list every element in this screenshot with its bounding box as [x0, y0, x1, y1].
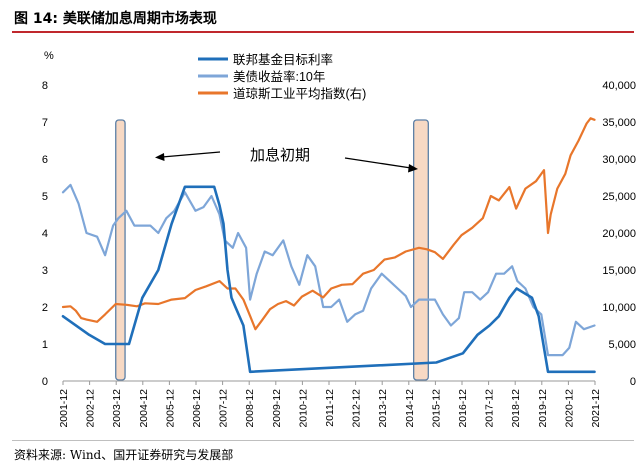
x-tick-label: 2015-12: [430, 389, 442, 428]
footer-divider: [12, 440, 634, 441]
dow-jones-line: [61, 117, 596, 331]
x-tick-label: 2008-12: [244, 389, 256, 428]
left-tick-label: 6: [42, 154, 48, 166]
right-tick-label: 0: [630, 376, 636, 388]
right-tick-label: 30,000: [602, 154, 636, 166]
x-tick-label: 2019-12: [537, 389, 549, 428]
left-tick-label: 7: [42, 117, 48, 129]
x-axis: 2001-12 2002-12 2003-12 2004-12 2005-12 2006-…: [58, 380, 602, 428]
left-tick-label: 3: [42, 265, 48, 277]
x-tick-label: 2012-12: [351, 389, 363, 428]
title-divider: [12, 31, 634, 33]
x-tick-label: 2005-12: [164, 389, 176, 428]
left-tick-label: 8: [42, 80, 48, 92]
right-tick-label: 35,000: [602, 117, 636, 129]
annotation-arrow-left: [161, 151, 221, 158]
x-tick-label: 2001-12: [58, 389, 70, 428]
right-tick-label: 15,000: [602, 265, 636, 277]
left-tick-label: 5: [42, 191, 48, 203]
right-tick-label: 5,000: [608, 339, 636, 351]
left-tick-label: 0: [42, 376, 48, 388]
x-tick-label: 2002-12: [85, 389, 97, 428]
right-axis: 0 5,000 10,000 15,000 20,000 25,000 30,000 35,0…: [602, 80, 636, 388]
annotation-arrow-right: [344, 157, 412, 169]
annotation-arrowhead-right: [408, 164, 418, 173]
treasury-10y-line: [61, 183, 596, 357]
fed-funds-rate-line: [61, 185, 596, 374]
x-tick-label: 2018-12: [510, 389, 522, 428]
left-tick-label: 1: [42, 339, 48, 351]
figure-title: 图 14: 美联储加息周期市场表现: [14, 11, 217, 27]
series-lines: [61, 117, 596, 374]
highlight-bands: [115, 119, 429, 381]
left-tick-label: 4: [42, 228, 48, 240]
right-tick-label: 40,000: [602, 80, 636, 92]
x-tick-label: 2013-12: [377, 389, 389, 428]
x-tick-label: 2020-12: [563, 389, 575, 428]
right-tick-label: 20,000: [602, 228, 636, 240]
x-tick-label: 2016-12: [457, 389, 469, 428]
x-tick-label: 2021-12: [590, 389, 602, 428]
left-axis: % 0 1 2 3 4 5 6 7 8: [42, 50, 54, 388]
annotation-arrowhead-left: [155, 153, 165, 161]
x-tick-label: 2003-12: [111, 389, 123, 428]
left-tick-label: 2: [42, 302, 48, 314]
x-tick-label: 2009-12: [271, 389, 283, 428]
legend-label-1: 联邦基金目标利率: [233, 52, 333, 67]
legend-label-2: 美债收益率:10年: [233, 69, 325, 84]
highlight-band-1: [115, 119, 126, 381]
x-tick-label: 2006-12: [191, 389, 203, 428]
annotation: 加息初期: [155, 147, 418, 173]
right-tick-label: 25,000: [602, 191, 636, 203]
x-tick-label: 2010-12: [297, 389, 309, 428]
left-axis-label: %: [44, 50, 54, 62]
x-tick-label: 2011-12: [324, 389, 336, 427]
legend-label-3: 道琼斯工业平均指数(右): [233, 86, 366, 101]
x-tick-label: 2007-12: [218, 389, 230, 428]
x-tick-label: 2004-12: [138, 389, 150, 428]
right-tick-label: 10,000: [602, 302, 636, 314]
source-note: 资料来源: Wind、国开证券研究与发展部: [14, 448, 234, 462]
x-tick-label: 2017-12: [484, 389, 496, 428]
annotation-label: 加息初期: [250, 147, 310, 164]
x-tick-label: 2014-12: [404, 389, 416, 428]
